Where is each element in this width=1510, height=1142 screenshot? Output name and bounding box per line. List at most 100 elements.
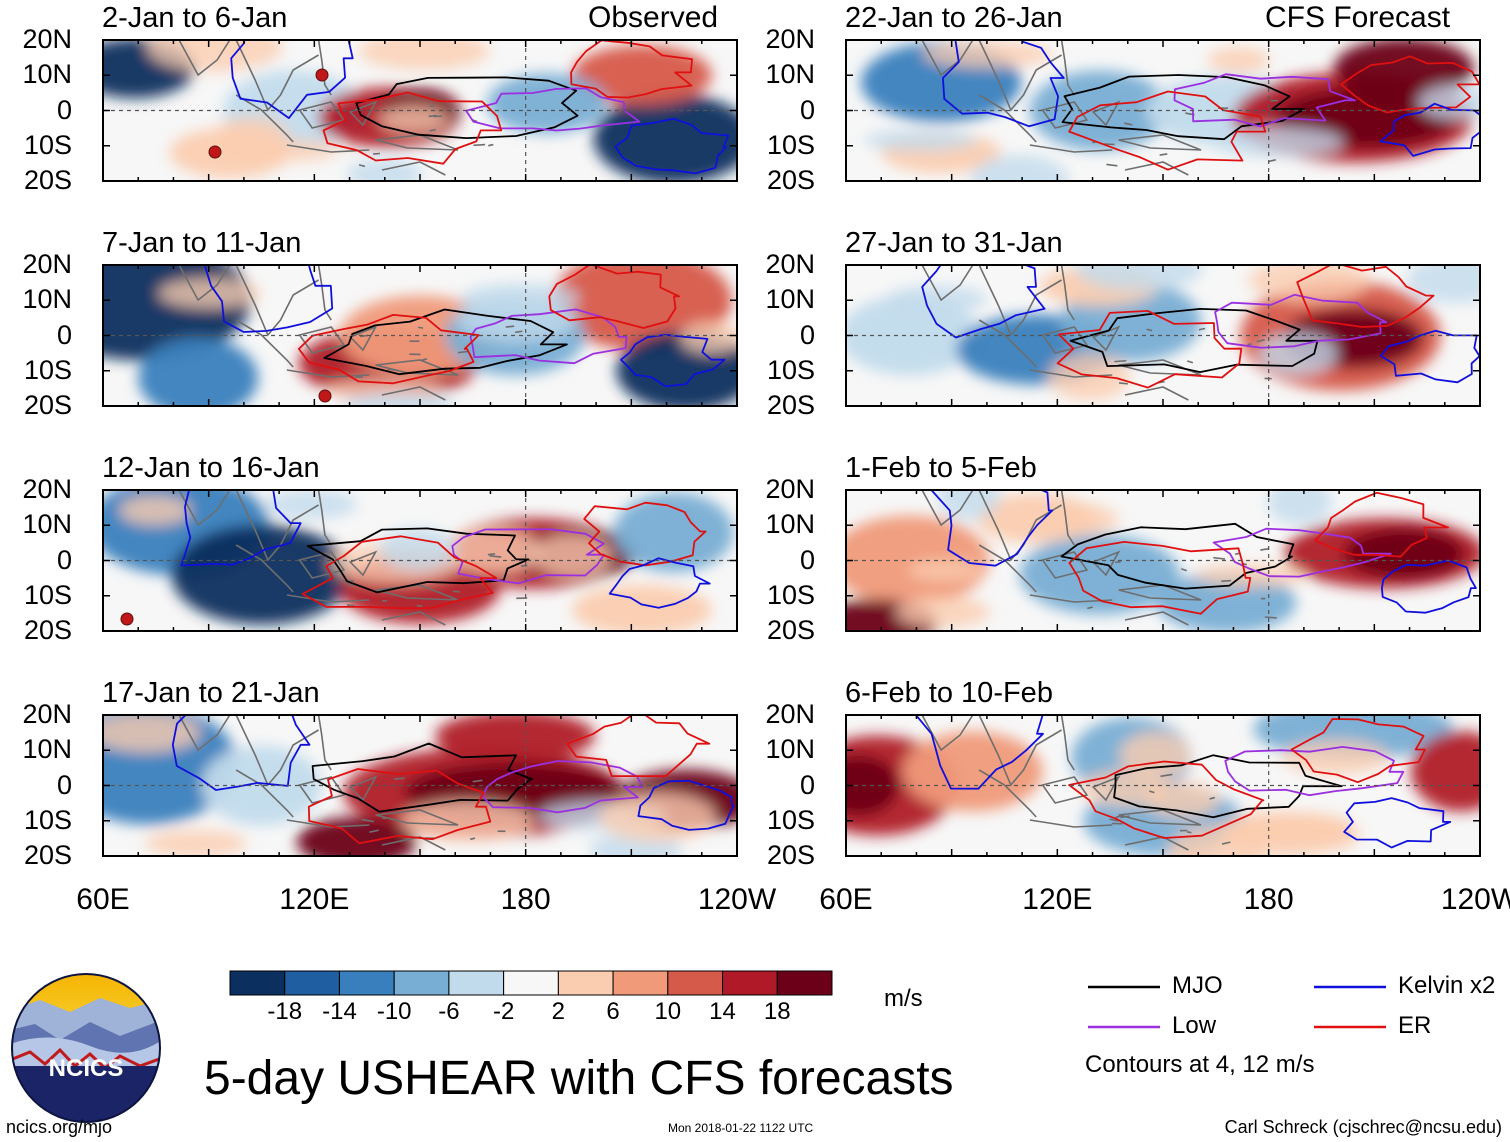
colorbar-swatch — [229, 970, 286, 996]
colorbar-swatch — [393, 970, 450, 996]
lat-label: 20S — [766, 615, 815, 645]
map-panel[interactable] — [845, 20, 1492, 204]
map-panel[interactable] — [839, 228, 1505, 407]
colorbar-swatch — [448, 970, 505, 996]
panel-title: 7-Jan to 11-Jan — [102, 227, 302, 259]
lat-label: 10S — [766, 804, 815, 835]
lat-label: 20S — [23, 840, 72, 870]
axis-ticks — [102, 489, 738, 632]
shear-field — [846, 265, 1480, 401]
axis-ticks — [102, 39, 738, 182]
lat-label: 20N — [22, 24, 72, 54]
lat-label: 20N — [765, 24, 815, 54]
anomaly-contours — [930, 490, 1477, 615]
axis-ticks — [845, 714, 1481, 857]
lat-label: 20S — [766, 165, 815, 195]
lon-label: 180 — [1243, 883, 1294, 916]
anomaly-contours — [203, 265, 726, 388]
lat-label: 0 — [56, 544, 72, 575]
lat-label: 0 — [56, 769, 72, 800]
lat-label: 10N — [765, 734, 815, 765]
lon-label: 180 — [500, 883, 551, 916]
lat-label: 10N — [22, 509, 72, 540]
map-panel[interactable] — [818, 456, 1485, 649]
legend-note: Contours at 4, 12 m/s — [1085, 1051, 1315, 1078]
lat-label: 10N — [765, 59, 815, 90]
colorbar-tick: -14 — [322, 998, 357, 1025]
axis-ticks — [102, 714, 738, 857]
colorbar-tick: -10 — [376, 998, 412, 1025]
lat-label: 10N — [765, 509, 815, 540]
lat-label: 0 — [799, 769, 815, 800]
colorbar-tick: 10 — [654, 998, 682, 1025]
header-forecast-label: CFS Forecast — [1265, 1, 1451, 34]
lon-label: 120W — [697, 883, 777, 916]
cyclone-marker[interactable] — [318, 389, 332, 403]
map-panel[interactable] — [57, 691, 756, 867]
colorbar-swatch — [776, 970, 833, 996]
lon-label: 60E — [819, 883, 873, 916]
colorbar-units: m/s — [884, 985, 923, 1012]
lat-label: 20N — [22, 474, 72, 504]
lat-label: 20N — [765, 474, 815, 504]
lon-label: 120E — [1022, 883, 1093, 916]
header-observed-label: Observed — [588, 1, 719, 34]
lat-label: 20S — [23, 165, 72, 195]
colorbar-swatch — [612, 970, 669, 996]
anomaly-contours — [942, 40, 1480, 171]
colorbar-tick: -18 — [267, 998, 303, 1025]
lat-label: 20S — [766, 840, 815, 870]
axis-ticks — [845, 489, 1481, 632]
colorbar-swatch — [503, 970, 559, 996]
legend-label: ER — [1398, 1012, 1432, 1039]
map-panel[interactable] — [798, 683, 1510, 876]
ncics-logo[interactable]: NCICS — [10, 972, 162, 1126]
cyclone-marker[interactable] — [208, 145, 222, 159]
lat-label: 10N — [765, 284, 815, 315]
colorbar-tick: 6 — [606, 998, 620, 1025]
logo-text: NCICS — [49, 1055, 124, 1082]
lat-label: 0 — [799, 319, 815, 350]
map-panel[interactable] — [31, 237, 756, 418]
panel-title: 6-Feb to 10-Feb — [845, 677, 1053, 709]
panel-title: 22-Jan to 26-Jan — [845, 2, 1063, 34]
lat-label: 20S — [766, 390, 815, 420]
colorbar-swatch — [667, 970, 724, 996]
colorbar-tick: 14 — [709, 998, 736, 1025]
cyclone-marker[interactable] — [120, 612, 134, 626]
lat-label: 10N — [22, 59, 72, 90]
lat-label: 20N — [22, 249, 72, 279]
map-panel[interactable] — [75, 5, 754, 191]
legend-label: Kelvin x2 — [1398, 972, 1496, 999]
lat-label: 0 — [56, 94, 72, 125]
axis-ticks — [845, 39, 1481, 182]
shear-field — [103, 265, 737, 406]
panel-title: 12-Jan to 16-Jan — [102, 452, 320, 484]
lat-label: 0 — [799, 94, 815, 125]
lat-label: 10S — [23, 579, 72, 610]
colorbar-tick: 2 — [551, 998, 566, 1025]
axis-ticks — [845, 264, 1481, 407]
footer-url[interactable]: ncics.org/mjo — [6, 1117, 113, 1137]
lat-label: 20S — [23, 615, 72, 645]
colorbar-tick: -2 — [492, 998, 515, 1025]
coastline — [178, 265, 523, 401]
lon-label: 60E — [76, 883, 130, 916]
lat-label: 0 — [56, 319, 72, 350]
lat-label: 10N — [22, 284, 72, 315]
cyclone-marker[interactable] — [315, 68, 329, 82]
lat-label: 10S — [23, 804, 72, 835]
lat-label: 10S — [766, 129, 815, 160]
panel-title: 17-Jan to 21-Jan — [102, 677, 320, 709]
shear-field — [103, 490, 734, 631]
lon-label: 120E — [279, 883, 350, 916]
footer-timestamp: Mon 2018-01-22 1122 UTC — [668, 1121, 814, 1135]
footer-credit: Carl Schreck (cjschrec@ncsu.edu) — [1224, 1117, 1502, 1137]
map-panel[interactable] — [89, 475, 738, 635]
colorbar-swatch — [338, 970, 395, 996]
panel-title: 27-Jan to 31-Jan — [845, 227, 1063, 259]
colorbar-swatch — [557, 970, 614, 996]
lat-label: 10S — [766, 579, 815, 610]
axis-ticks — [102, 264, 738, 407]
